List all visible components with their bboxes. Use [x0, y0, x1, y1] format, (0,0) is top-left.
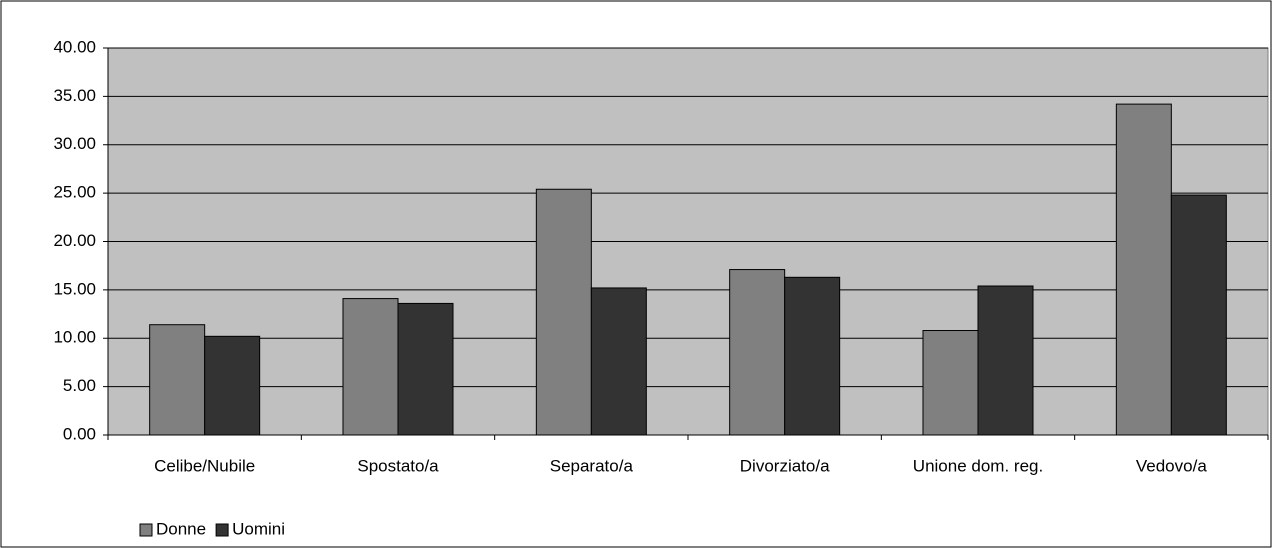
bar: [149, 324, 206, 436]
y-tick-label: 40.00: [53, 37, 96, 56]
bar: [977, 285, 1034, 436]
y-tick-label: 25.00: [53, 183, 96, 202]
y-tick-label: 10.00: [53, 328, 96, 347]
bar: [342, 298, 399, 436]
x-tick-label: Vedovo/a: [1136, 456, 1207, 475]
bar: [535, 188, 592, 436]
bar: [729, 269, 786, 436]
x-tick-label: Separato/a: [550, 456, 634, 475]
x-tick-label: Spostato/a: [357, 456, 439, 475]
y-tick-label: 35.00: [53, 86, 96, 105]
legend-label: Uomini: [232, 519, 285, 538]
bar: [1170, 194, 1227, 436]
y-tick-label: 30.00: [53, 134, 96, 153]
y-tick-label: 5.00: [63, 376, 96, 395]
bar: [784, 276, 841, 436]
legend-swatch: [215, 523, 229, 537]
bar: [1115, 103, 1172, 436]
bar: [922, 330, 979, 436]
bar: [590, 287, 647, 436]
x-tick-label: Divorziato/a: [740, 456, 830, 475]
x-tick-label: Celibe/Nubile: [154, 456, 255, 475]
x-tick-label: Unione dom. reg.: [913, 456, 1043, 475]
y-tick-label: 15.00: [53, 279, 96, 298]
bar: [397, 302, 454, 436]
y-tick-label: 0.00: [63, 424, 96, 443]
bar: [204, 335, 261, 436]
legend-swatch: [139, 523, 153, 537]
legend-label: Donne: [156, 519, 206, 538]
y-tick-label: 20.00: [53, 231, 96, 250]
